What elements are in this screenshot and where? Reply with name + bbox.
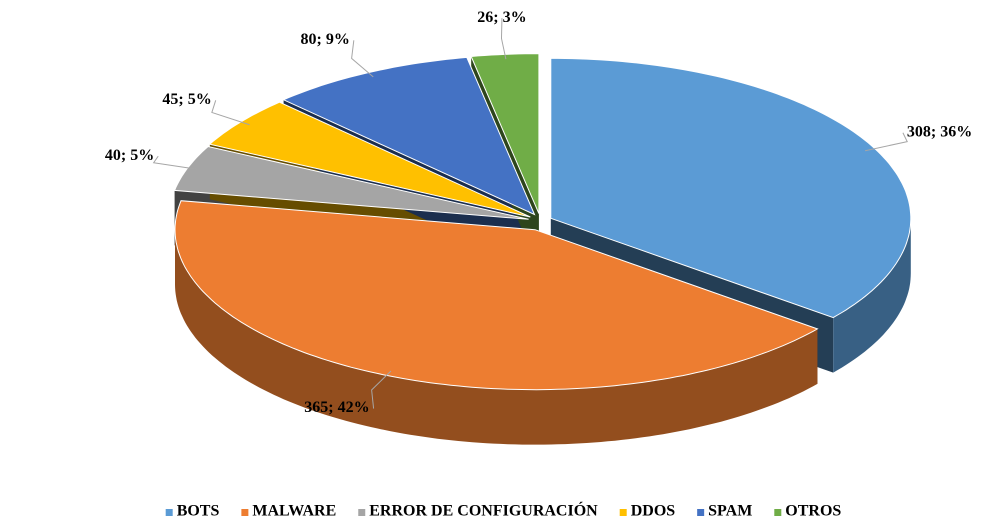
legend-swatch — [358, 509, 366, 516]
legend-label: MALWARE — [252, 503, 336, 520]
legend-swatch — [697, 509, 705, 516]
slice-side — [175, 229, 818, 445]
data-label: 26; 3% — [477, 9, 526, 26]
legend-label: ERROR DE CONFIGURACIÓN — [369, 501, 598, 520]
leader-line — [371, 370, 392, 409]
legend-label: SPAM — [708, 503, 752, 520]
data-label: 80; 9% — [300, 31, 349, 48]
leader-line — [152, 155, 199, 170]
slice-side — [833, 218, 911, 373]
data-label: 45; 5% — [162, 91, 211, 108]
data-label: 365; 42% — [304, 399, 369, 416]
legend-label: BOTS — [177, 503, 220, 520]
leader-line — [211, 100, 250, 126]
legend: BOTS MALWARE ERROR DE CONFIGURACIÓN DDOS SPA… — [165, 501, 841, 520]
legend-label: DDOS — [631, 503, 676, 520]
legend-swatch — [619, 509, 627, 516]
leader-line — [500, 18, 507, 60]
legend-swatch — [774, 509, 782, 516]
legend-label: OTROS — [785, 503, 841, 520]
leader-line — [864, 132, 908, 152]
leader-line — [351, 40, 374, 78]
legend-swatch — [241, 509, 249, 516]
legend-swatch — [165, 509, 173, 516]
data-label: 40; 5% — [105, 147, 154, 164]
data-label: 308; 36% — [907, 123, 972, 140]
